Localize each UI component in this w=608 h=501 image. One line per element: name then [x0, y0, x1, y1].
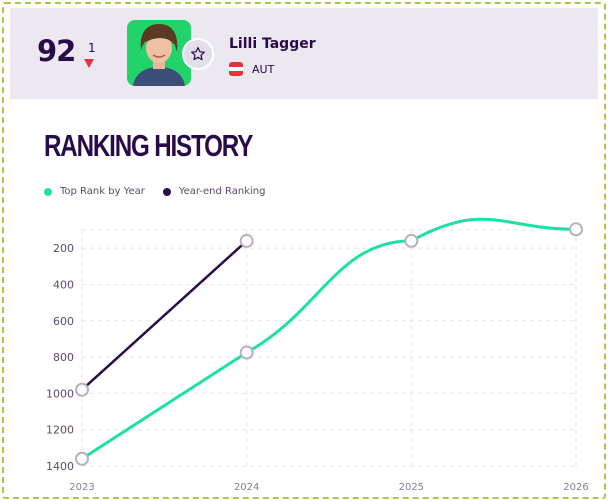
series-line-top-rank [80, 217, 578, 461]
series-line-year-end [80, 239, 248, 392]
section-title: RANKING HISTORY [44, 128, 253, 163]
y-tick-label: 200 [53, 242, 74, 255]
rank-change-value: 1 [88, 41, 96, 55]
austria-flag-icon [229, 62, 243, 76]
player-photo [127, 20, 191, 86]
y-tick-label: 400 [53, 278, 74, 291]
x-tick-label: 2026 [563, 482, 588, 493]
player-avatar[interactable] [127, 20, 191, 86]
player-header: 92 1 Lilli Tagger AUT [10, 8, 598, 99]
data-point [569, 222, 583, 237]
data-point [75, 451, 89, 466]
y-tick-label: 1200 [46, 424, 74, 437]
y-tick-label: 1400 [46, 460, 74, 473]
player-country: AUT [252, 63, 275, 76]
star-icon [191, 47, 205, 61]
y-tick-label: 800 [53, 351, 74, 364]
x-tick-label: 2024 [234, 482, 259, 493]
legend-item-top-rank[interactable]: Top Rank by Year [44, 186, 145, 197]
rank-down-arrow-icon [84, 59, 94, 68]
x-tick-label: 2023 [69, 482, 94, 493]
legend-dot-top-rank [44, 187, 52, 196]
legend-dot-year-end [162, 187, 171, 196]
y-tick-label: 600 [53, 315, 74, 328]
legend-item-year-end[interactable]: Year-end Ranking [162, 186, 266, 197]
ranking-history-chart: 200 400 600 800 1000 1200 1400 2023 2024 2025 2026 [46, 217, 589, 493]
data-point [239, 233, 254, 248]
legend-label-year-end: Year-end Ranking [178, 186, 266, 197]
current-rank: 92 [37, 34, 76, 68]
data-point [75, 382, 89, 397]
chart-legend: Top Rank by Year Year-end Ranking [44, 186, 283, 197]
x-tick-label: 2025 [399, 482, 424, 493]
y-tick-label: 1000 [46, 387, 74, 400]
legend-label-top-rank: Top Rank by Year [60, 186, 145, 197]
data-point [404, 233, 419, 248]
player-name[interactable]: Lilli Tagger [229, 36, 316, 52]
data-point [239, 345, 254, 360]
favorite-button[interactable] [182, 38, 214, 70]
